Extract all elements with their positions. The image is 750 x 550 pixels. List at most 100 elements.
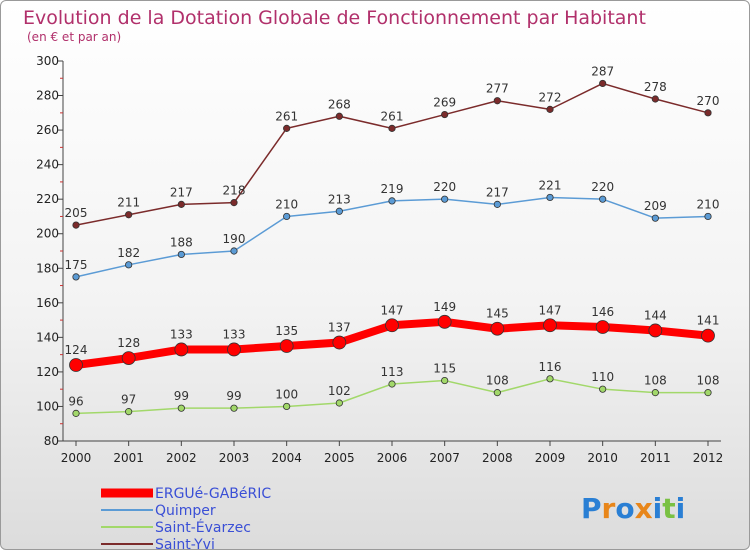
data-point [441, 376, 449, 385]
y-tick-label: 80 [44, 434, 59, 448]
data-label: 190 [223, 232, 246, 246]
data-label: 96 [68, 394, 83, 408]
data-label: 145 [486, 307, 509, 321]
data-point [595, 320, 610, 334]
y-tick-label: 280 [36, 89, 59, 103]
y-tick-label: 300 [36, 54, 59, 68]
data-point [283, 402, 291, 411]
data-point [335, 207, 343, 215]
data-point [283, 124, 291, 132]
data-label: 217 [170, 185, 193, 199]
y-tick-label: 140 [36, 330, 59, 344]
data-point [599, 79, 607, 88]
data-point [69, 358, 83, 372]
data-label: 205 [65, 206, 88, 220]
series-layer: 205 211 217 218 261 268 261 269 277 272 287 278 270 1… [65, 64, 720, 417]
data-label: 147 [381, 303, 404, 317]
data-point [177, 404, 185, 412]
data-point [437, 314, 452, 329]
y-tick-label: 260 [36, 123, 59, 137]
x-tick-label: 2003 [219, 451, 250, 465]
data-point [125, 408, 133, 416]
data-point [230, 199, 238, 207]
y-tick-label: 180 [36, 261, 59, 275]
data-point [279, 339, 294, 353]
data-label: 113 [381, 365, 404, 379]
data-point [125, 261, 133, 269]
data-point [388, 380, 396, 388]
data-label: 147 [539, 303, 562, 317]
data-label: 97 [121, 393, 136, 407]
data-label: 135 [275, 324, 298, 338]
data-point [388, 124, 396, 132]
data-label: 287 [591, 64, 614, 78]
logo-text: Proxiti [581, 492, 685, 525]
data-label: 137 [328, 321, 351, 335]
data-point [493, 200, 501, 208]
data-point [546, 375, 554, 383]
data-label: 268 [328, 97, 351, 111]
data-point [599, 195, 607, 203]
data-point [648, 323, 663, 338]
data-label: 99 [174, 389, 189, 403]
data-label: 110 [591, 370, 614, 384]
x-tick-label: 2009 [535, 451, 566, 465]
data-point [230, 404, 238, 412]
data-point [599, 385, 607, 393]
data-point [543, 318, 557, 333]
logo-letter: o [615, 492, 634, 525]
data-point [441, 195, 449, 203]
data-label: 149 [433, 300, 456, 314]
legend-label: Quimper [155, 503, 216, 519]
x-tick-label: 2011 [640, 451, 671, 465]
proxiti-logo: Proxiti [581, 492, 685, 525]
x-tick-label: 2012 [693, 451, 724, 465]
data-label: 115 [433, 362, 456, 376]
data-point [332, 335, 347, 350]
data-point [72, 409, 80, 417]
legend-label: ERGUé-GABéRIC [155, 486, 271, 502]
data-point [388, 197, 396, 205]
data-label: 144 [644, 308, 667, 322]
data-label: 182 [117, 246, 140, 260]
data-point [441, 110, 449, 119]
data-label: 146 [591, 305, 614, 319]
legend-label: Saint-Évarzec [155, 519, 251, 536]
data-label: 217 [486, 185, 509, 199]
y-tick-label: 220 [36, 192, 59, 206]
data-point [651, 95, 659, 103]
data-point [335, 399, 343, 407]
logo-letter: i [653, 492, 663, 525]
data-point [704, 389, 712, 397]
data-point [177, 250, 185, 259]
data-point [701, 328, 715, 343]
x-tick-label: 2000 [61, 451, 92, 465]
x-tick-label: 2010 [587, 451, 618, 465]
data-label: 272 [539, 90, 562, 104]
x-tick-label: 2006 [377, 451, 408, 465]
data-point [385, 318, 399, 333]
logo-letter: x [635, 492, 653, 525]
legend-label: Saint-Yvi [155, 537, 215, 549]
x-tick-label: 2004 [271, 451, 302, 465]
data-point [704, 212, 712, 221]
chart-legend: ERGUé-GABéRICQuimperSaint-ÉvarzecSaint-Y… [101, 486, 271, 549]
y-tick-label: 240 [36, 158, 59, 172]
x-tick-label: 2001 [113, 451, 144, 465]
data-point [651, 389, 659, 397]
data-label: 102 [328, 384, 351, 398]
data-label: 211 [117, 196, 140, 210]
data-label: 188 [170, 235, 193, 249]
data-label: 141 [697, 314, 720, 328]
chart-subtitle: (en € et par an) [27, 30, 121, 44]
data-point [174, 342, 189, 357]
chart-axes: 80 100 120 140 160 180 200 220 240 260 280 300 2000 2… [36, 54, 723, 465]
data-label: 220 [433, 180, 456, 194]
series-saint-yvi: 205 211 217 218 261 268 261 269 277 272 287 278 270 [65, 64, 719, 229]
data-point [493, 389, 501, 397]
data-point [177, 200, 185, 208]
data-label: 128 [117, 336, 140, 350]
data-point [651, 214, 659, 222]
data-label: 261 [275, 109, 298, 123]
